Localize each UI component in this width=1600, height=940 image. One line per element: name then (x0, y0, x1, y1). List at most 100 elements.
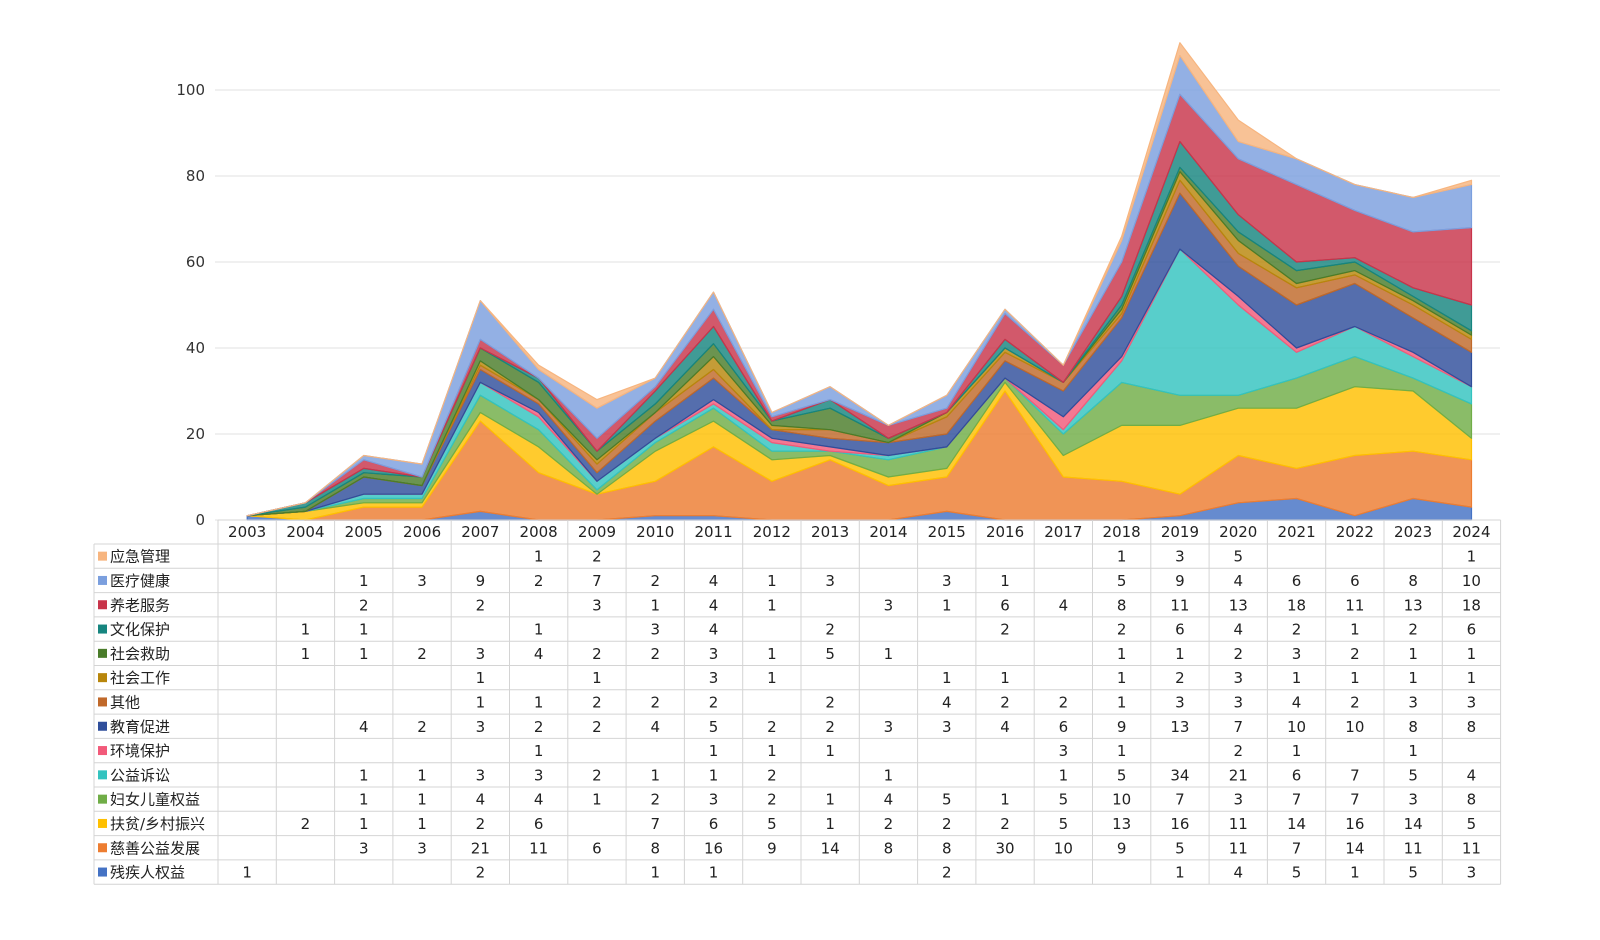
table-cell-value: 1 (359, 815, 369, 833)
area-series-13 (246, 42, 1473, 517)
table-cell-value: 10 (1462, 572, 1481, 590)
table-cell-value: 5 (709, 718, 719, 736)
table-cell-value: 1 (825, 815, 835, 833)
table-cell-value: 1 (884, 766, 894, 784)
table-cell-value: 1 (1292, 669, 1302, 687)
x-tick-label: 2020 (1219, 523, 1257, 541)
table-cell-value: 2 (592, 548, 602, 566)
table-cell-value: 1 (767, 645, 777, 663)
table-cell-value: 8 (1467, 718, 1477, 736)
legend-swatch (98, 600, 107, 610)
table-cell-value: 2 (417, 645, 427, 663)
table-cell-value: 2 (476, 596, 486, 614)
legend-swatch (98, 770, 107, 780)
series-label: 教育促进 (110, 718, 170, 736)
table-cell-value: 1 (1117, 645, 1127, 663)
table-cell-value: 13 (1112, 815, 1131, 833)
table-cell-value: 2 (592, 693, 602, 711)
table-cell-value: 8 (1408, 718, 1418, 736)
table-cell-value: 6 (534, 815, 544, 833)
series-label: 扶贫/乡村振兴 (110, 815, 205, 833)
table-cell-value: 1 (942, 669, 952, 687)
table-cell-value: 1 (1467, 669, 1477, 687)
table-cell-value: 6 (1059, 718, 1069, 736)
table-cell-value: 7 (1292, 791, 1302, 809)
table-cell-value: 6 (709, 815, 719, 833)
table-cell-value: 5 (942, 791, 952, 809)
table-cell-value: 1 (1000, 791, 1010, 809)
table-cell-value: 1 (301, 645, 311, 663)
table-cell-value: 4 (534, 791, 544, 809)
x-tick-label: 2006 (403, 523, 441, 541)
table-cell-value: 2 (1350, 693, 1360, 711)
table-cell-value: 1 (1467, 548, 1477, 566)
table-cell-value: 7 (650, 815, 660, 833)
table-cell-value: 6 (592, 839, 602, 857)
table-cell-value: 2 (767, 718, 777, 736)
table-cell-value: 3 (942, 718, 952, 736)
table-cell-value: 1 (767, 742, 777, 760)
table-cell-value: 1 (1350, 669, 1360, 687)
table-cell-value: 1 (592, 791, 602, 809)
table-cell-value: 2 (650, 693, 660, 711)
table-cell-value: 4 (942, 693, 952, 711)
table-cell-value: 5 (767, 815, 777, 833)
table-cell-value: 10 (1287, 718, 1306, 736)
table-cell-value: 5 (1117, 572, 1127, 590)
legend-swatch (98, 721, 107, 731)
table-cell-value: 1 (650, 864, 660, 882)
table-cell-value: 2 (1292, 621, 1302, 639)
table-cell-value: 4 (884, 791, 894, 809)
legend-swatch (98, 794, 107, 804)
table-cell-value: 8 (884, 839, 894, 857)
table-cell-value: 14 (1345, 839, 1364, 857)
table-cell-value: 2 (1117, 621, 1127, 639)
table-cell-value: 14 (1404, 815, 1423, 833)
table-cell-value: 6 (1000, 596, 1010, 614)
table-cell-value: 2 (592, 766, 602, 784)
table-cell-value: 1 (1117, 669, 1127, 687)
table-cell-value: 8 (1408, 572, 1418, 590)
table-cell-value: 4 (1233, 572, 1243, 590)
table-cell-value: 2 (825, 693, 835, 711)
x-tick-label: 2016 (986, 523, 1024, 541)
table-cell-value: 1 (417, 766, 427, 784)
table-cell-value: 1 (1117, 693, 1127, 711)
table-cell-value: 3 (417, 572, 427, 590)
table-cell-value: 11 (1345, 596, 1364, 614)
table-cell-value: 2 (825, 621, 835, 639)
table-cell-value: 5 (1408, 864, 1418, 882)
table-cell-value: 1 (534, 693, 544, 711)
table-cell-value: 14 (1287, 815, 1306, 833)
table-cell-value: 2 (301, 815, 311, 833)
x-tick-label: 2022 (1336, 523, 1374, 541)
table-cell-value: 8 (1467, 791, 1477, 809)
table-cell-value: 1 (884, 645, 894, 663)
table-cell-value: 2 (650, 645, 660, 663)
y-tick-label: 20 (186, 425, 205, 443)
x-tick-label: 2017 (1044, 523, 1082, 541)
table-cell-value: 1 (359, 572, 369, 590)
table-cell-value: 3 (1233, 669, 1243, 687)
table-cell-value: 3 (650, 621, 660, 639)
legend-swatch (98, 843, 107, 853)
table-cell-value: 1 (1467, 645, 1477, 663)
table-cell-value: 5 (1059, 791, 1069, 809)
table-cell-value: 5 (1467, 815, 1477, 833)
table-cell-value: 7 (1233, 718, 1243, 736)
data-table: 2003 2004 2005 2006 2007 2008 2009 2010 2011 2012… (93, 519, 1502, 885)
table-cell-value: 4 (709, 596, 719, 614)
table-cell-value: 7 (1350, 766, 1360, 784)
table-cell-value: 13 (1170, 718, 1189, 736)
x-tick-label: 2013 (811, 523, 849, 541)
series-label: 文化保护 (110, 621, 170, 639)
series-label: 其他 (110, 693, 140, 711)
table-cell-value: 11 (1229, 815, 1248, 833)
table-cell-value: 1 (1292, 742, 1302, 760)
table-cell-value: 3 (592, 596, 602, 614)
table-cell-value: 1 (767, 596, 777, 614)
table-cell-value: 1 (1059, 766, 1069, 784)
table-cell-value: 2 (650, 572, 660, 590)
table-cell-value: 1 (1175, 864, 1185, 882)
